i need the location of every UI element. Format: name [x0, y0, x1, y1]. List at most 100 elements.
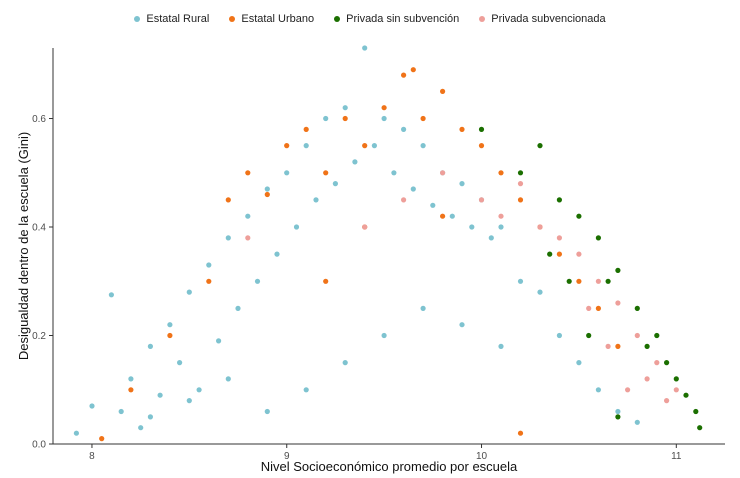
point-1-14 — [410, 67, 416, 73]
point-0-25 — [332, 181, 338, 187]
point-1-25 — [615, 343, 621, 349]
point-0-47 — [595, 387, 602, 393]
point-3-2 — [401, 197, 407, 203]
point-3-11 — [615, 300, 621, 306]
point-3-5 — [498, 213, 504, 219]
point-0-52 — [225, 376, 231, 382]
point-0-3 — [118, 408, 124, 415]
point-1-9 — [323, 170, 329, 176]
point-0-13 — [216, 338, 222, 344]
legend: Estatal Rural Estatal Urbano Privada sin… — [0, 13, 740, 25]
legend-marker-privada-subvencionada — [479, 16, 486, 22]
point-0-51 — [186, 398, 192, 404]
point-0-1 — [89, 403, 95, 409]
point-3-0 — [245, 235, 251, 241]
point-0-7 — [157, 392, 163, 398]
point-0-56 — [381, 332, 387, 339]
point-0-58 — [459, 322, 465, 328]
legend-label-estatal-urbano: Estatal Urbano — [241, 13, 315, 25]
point-2-16 — [586, 332, 592, 339]
point-1-8 — [303, 126, 309, 132]
point-0-22 — [303, 143, 309, 149]
point-1-19 — [498, 170, 504, 176]
x-tick-label-3: 11 — [671, 451, 682, 462]
point-0-41 — [488, 235, 494, 241]
point-0-15 — [235, 305, 241, 311]
point-3-1 — [362, 224, 368, 230]
point-3-19 — [664, 398, 670, 404]
point-0-19 — [274, 251, 280, 257]
point-0-59 — [498, 343, 504, 349]
point-0-50 — [147, 414, 153, 420]
point-0-2 — [108, 292, 114, 298]
point-3-4 — [478, 197, 485, 203]
point-1-16 — [440, 88, 446, 94]
point-3-17 — [605, 343, 611, 349]
point-0-32 — [401, 126, 407, 132]
point-0-21 — [293, 224, 300, 230]
point-0-26 — [342, 105, 348, 111]
legend-label-privada-subvencionada: Privada subvencionada — [491, 13, 606, 25]
point-0-24 — [323, 115, 329, 122]
point-2-8 — [654, 332, 660, 339]
legend-label-estatal-rural: Estatal Rural — [146, 13, 210, 25]
x-tick-label-0: 8 — [89, 451, 95, 462]
y-tick-label-1: 0.2 — [32, 331, 46, 342]
point-0-9 — [177, 360, 183, 366]
point-3-16 — [586, 305, 592, 311]
point-0-0 — [73, 430, 79, 436]
point-1-26 — [517, 430, 524, 436]
point-2-6 — [615, 267, 621, 273]
legend-label-privada-sin-subvencion: Privada sin subvención — [346, 13, 460, 25]
point-2-4 — [576, 213, 582, 219]
point-0-48 — [615, 408, 621, 415]
point-2-18 — [547, 251, 553, 257]
point-1-18 — [478, 143, 485, 149]
point-3-18 — [644, 376, 650, 382]
point-0-44 — [537, 289, 543, 295]
point-3-6 — [517, 181, 524, 187]
point-1-24 — [595, 305, 602, 311]
point-3-14 — [673, 387, 679, 393]
point-0-46 — [576, 360, 582, 366]
point-0-37 — [449, 213, 455, 219]
point-3-9 — [576, 251, 582, 257]
point-0-14 — [225, 235, 231, 241]
point-1-13 — [401, 72, 407, 78]
point-0-53 — [264, 408, 270, 415]
point-2-0 — [478, 126, 485, 132]
point-2-3 — [556, 197, 563, 203]
point-1-6 — [264, 191, 270, 198]
point-1-7 — [284, 143, 290, 149]
point-2-1 — [517, 170, 524, 176]
x-tick-label-2: 10 — [476, 451, 488, 462]
point-1-22 — [556, 251, 563, 257]
legend-item-estatal-urbano: Estatal Urbano — [229, 13, 314, 25]
legend-marker-estatal-urbano — [229, 16, 236, 22]
point-3-7 — [537, 224, 543, 230]
point-1-0 — [99, 436, 105, 442]
point-0-49 — [634, 419, 640, 425]
legend-item-estatal-rural: Estatal Rural — [134, 13, 209, 25]
point-1-1 — [128, 387, 134, 393]
point-0-45 — [556, 332, 563, 339]
point-1-5 — [245, 170, 251, 176]
point-3-12 — [634, 332, 640, 339]
point-0-33 — [410, 186, 416, 192]
point-3-13 — [654, 360, 660, 366]
point-2-5 — [595, 235, 602, 241]
point-1-29 — [440, 213, 446, 219]
point-2-7 — [634, 305, 640, 311]
point-0-4 — [128, 376, 134, 382]
point-3-8 — [556, 235, 563, 241]
point-0-27 — [352, 159, 358, 165]
point-2-10 — [683, 392, 689, 398]
y-tick-label-3: 0.6 — [32, 114, 46, 125]
point-0-20 — [284, 170, 290, 176]
y-tick-label-0: 0.0 — [32, 440, 46, 451]
point-0-29 — [371, 143, 377, 149]
point-2-12 — [697, 425, 703, 431]
point-0-5 — [138, 425, 144, 431]
point-0-54 — [303, 387, 309, 393]
